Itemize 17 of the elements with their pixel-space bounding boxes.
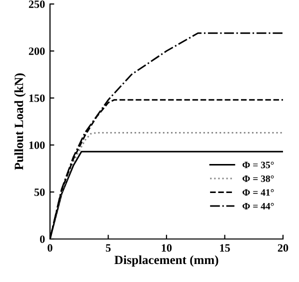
legend-label: Φ = 38°: [242, 175, 274, 182]
legend-label: Φ = 44°: [242, 202, 274, 210]
y-tick-label: 250: [28, 0, 45, 8]
legend-label: Φ = 41°: [242, 189, 274, 196]
x-tick-label: 5: [106, 244, 111, 252]
y-axis-title: Pullout Load (kN): [14, 73, 26, 170]
x-axis-title: Displacement (mm): [114, 255, 218, 267]
y-tick-label: 0: [40, 235, 45, 243]
y-tick-label: 150: [29, 94, 45, 102]
y-tick-label: 200: [28, 47, 45, 55]
y-tick-label: 100: [29, 141, 45, 149]
x-tick-label: 10: [162, 244, 172, 252]
legend-label: Φ = 35°: [242, 162, 274, 168]
x-tick-label: 15: [220, 244, 230, 252]
x-tick-label: 0: [48, 244, 52, 252]
y-tick-label: 50: [34, 188, 45, 196]
x-tick-label: 20: [278, 244, 288, 252]
